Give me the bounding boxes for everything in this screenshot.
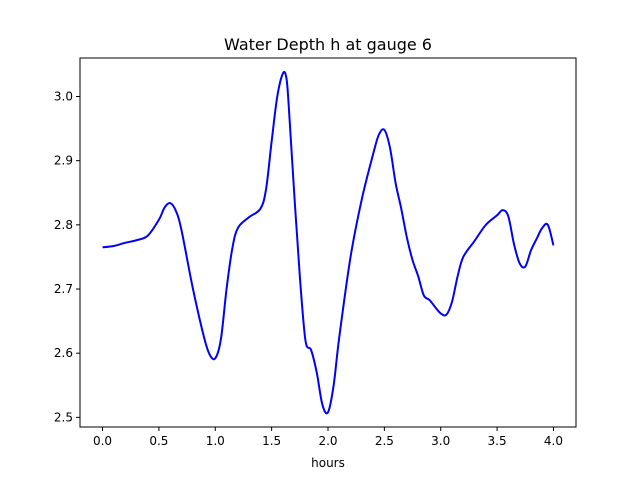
x-tick-label: 1.0: [206, 434, 225, 448]
y-tick-label: 2.8: [54, 218, 73, 232]
x-tick-label: 2.0: [318, 434, 337, 448]
y-tick-label: 2.6: [54, 346, 73, 360]
y-tick-label: 2.5: [54, 410, 73, 424]
series-line-gauge-6: [102, 70, 555, 415]
x-tick-label: 2.5: [375, 434, 394, 448]
x-axis-label: hours: [311, 456, 345, 470]
x-tick-label: 0.0: [93, 434, 112, 448]
y-tick-label: 2.7: [54, 282, 73, 296]
plot-area-frame: [79, 57, 577, 428]
y-tick-label: 2.9: [54, 154, 73, 168]
axis-ticks: 0.0 0.5 1.0 1.5 2.0 2.5 3.0 3.5 4.0 2.5 2.6 2.7 2.8 2…: [54, 90, 563, 448]
x-tick-label: 4.0: [544, 434, 563, 448]
x-tick-label: 0.5: [149, 434, 168, 448]
x-tick-label: 3.5: [488, 434, 507, 448]
y-tick-label: 3.0: [54, 90, 73, 104]
chart-title: Water Depth h at gauge 6: [224, 35, 432, 54]
x-tick-label: 1.5: [262, 434, 281, 448]
x-tick-label: 3.0: [431, 434, 450, 448]
